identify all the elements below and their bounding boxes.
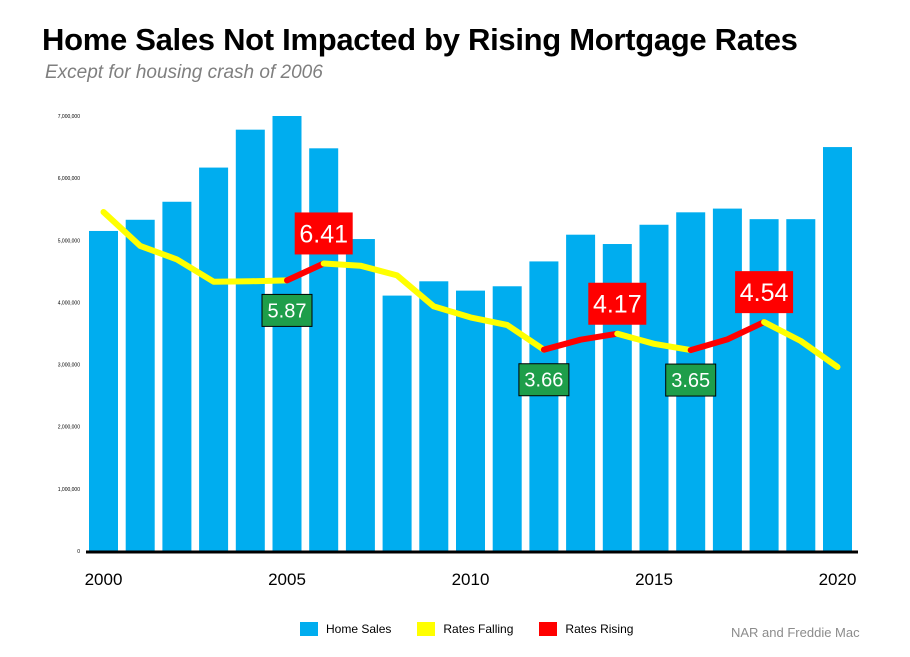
bar-2004 (235, 129, 265, 551)
legend-swatch-home-sales (300, 622, 318, 636)
legend-label-rates-rising: Rates Rising (565, 622, 634, 636)
annotation-text: 3.66 (524, 370, 563, 392)
chart-title: Home Sales Not Impacted by Rising Mortga… (42, 22, 798, 57)
bar-2000 (89, 230, 118, 551)
x-tick-label: 2010 (452, 570, 490, 589)
annotation-text: 4.17 (593, 291, 642, 319)
annotation-box (735, 271, 794, 314)
legend-label-home-sales: Home Sales (326, 622, 392, 636)
annotation-text: 4.54 (740, 279, 789, 307)
rates-rising-segment (540, 330, 621, 353)
bar-2006 (309, 148, 339, 552)
annotation-box (261, 293, 313, 327)
legend-swatch-rates-falling (417, 622, 436, 636)
rates-falling-segment (100, 209, 290, 285)
bar-2007 (345, 239, 375, 552)
chart-subtitle: Except for housing crash of 2006 (45, 62, 323, 83)
annotation-box (588, 282, 647, 325)
y-tick-label: 2,000,000 (58, 425, 80, 431)
rate-high-label: 6.41 (294, 212, 353, 255)
rate-annotations: 5.87 6.41 3.66 4.17 3.65 4.54 (261, 212, 794, 397)
x-tick-label: 2020 (819, 570, 857, 589)
y-tick-label: 4,000,000 (58, 300, 80, 306)
bar-2017 (712, 208, 742, 552)
y-tick-label: 1,000,000 (58, 487, 80, 493)
annotation-text: 6.41 (299, 220, 348, 248)
bar-2009 (419, 281, 449, 551)
bar-2013 (566, 234, 596, 551)
chart: 0 1,000,000 2,000,000 3,000,000 4,000,000 5,0… (58, 114, 858, 589)
rates-rising-segment (284, 260, 327, 284)
x-tick-label: 2005 (268, 570, 306, 589)
legend-swatch-rates-rising (539, 622, 558, 636)
annotation-box (665, 363, 717, 397)
bar-2001 (125, 219, 155, 551)
bar-2019 (786, 219, 816, 551)
legend-item-rates-falling: Rates Falling (417, 622, 513, 636)
y-tick-label: 3,000,000 (58, 363, 80, 369)
bar-2012 (529, 261, 559, 551)
rates-falling-segment (320, 260, 547, 353)
annotation-text: 5.87 (268, 300, 307, 322)
rate-high-label: 4.54 (735, 271, 794, 314)
bar-2005 (272, 116, 302, 551)
annotation-text: 3.65 (671, 370, 710, 392)
rates-falling-segment (761, 319, 841, 370)
y-tick-label: 0 (77, 549, 80, 555)
legend-item-rates-rising: Rates Rising (539, 622, 633, 636)
rates-rising-segment (687, 319, 768, 354)
annotation-box (518, 363, 570, 397)
rate-high-label: 4.17 (588, 282, 647, 325)
annotation-box (294, 212, 353, 255)
rate-low-label: 3.66 (518, 363, 570, 397)
rate-low-label: 3.65 (665, 363, 717, 397)
bar-2018 (749, 219, 779, 551)
x-tick-label: 2000 (85, 570, 123, 589)
legend-label-rates-falling: Rates Falling (443, 622, 514, 636)
bar-2008 (382, 295, 412, 551)
x-tick-label: 2015 (635, 570, 673, 589)
y-tick-label: 6,000,000 (58, 176, 80, 182)
mortgage-rate-line (100, 209, 841, 370)
y-tick-label: 7,000,000 (58, 114, 80, 120)
x-axis-ticks: 2000 2005 2010 2015 2020 (85, 570, 857, 589)
bar-2003 (199, 167, 229, 552)
bar-2010 (456, 290, 485, 551)
bar-2015 (639, 224, 669, 551)
bar-2020 (823, 147, 852, 552)
rate-low-label: 5.87 (261, 293, 313, 327)
source-credit: NAR and Freddie Mac (731, 625, 860, 640)
rates-falling-segment (614, 330, 694, 354)
y-tick-label: 5,000,000 (58, 238, 80, 244)
legend: Home Sales Rates Falling Rates Rising (300, 622, 659, 636)
y-axis-ticks: 0 1,000,000 2,000,000 3,000,000 4,000,000 5,0… (58, 114, 80, 555)
legend-item-home-sales: Home Sales (300, 622, 391, 636)
